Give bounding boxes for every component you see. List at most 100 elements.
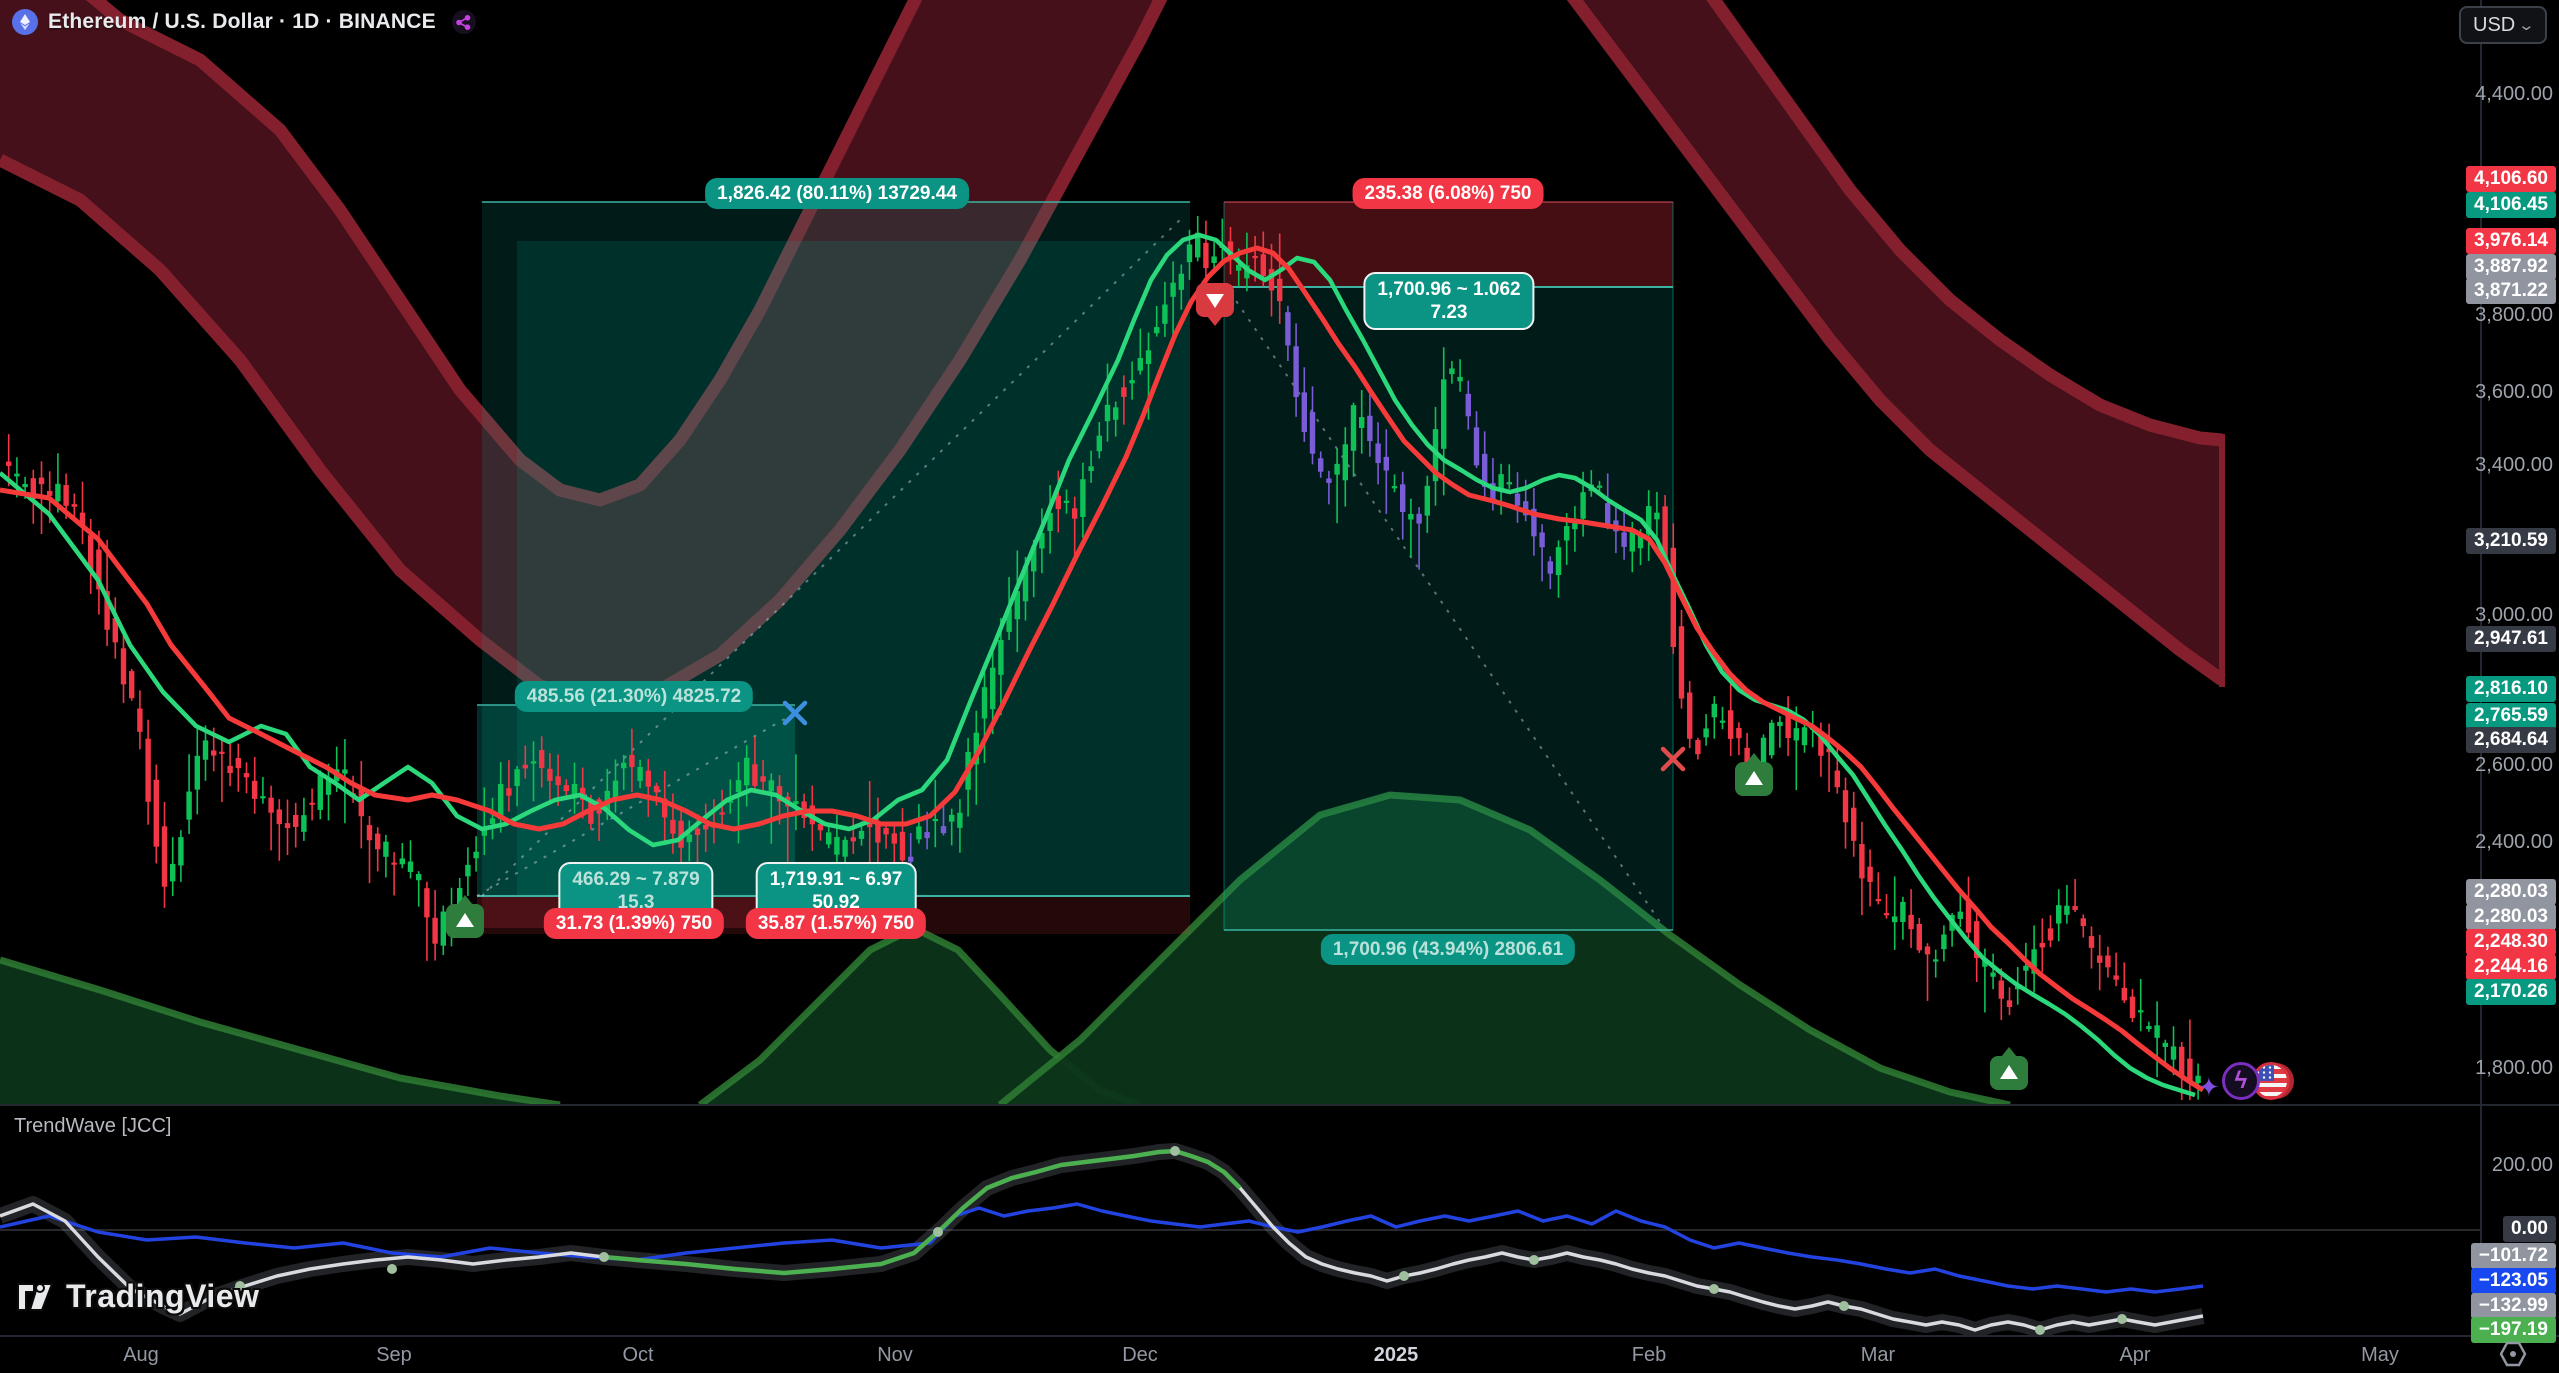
buy-pin-2[interactable] — [1735, 753, 1773, 796]
position-badge-long-target-small[interactable]: 485.56 (21.30%) 4825.72 — [514, 681, 754, 712]
tw-dot — [933, 1227, 943, 1237]
ma-red-line — [0, 245, 2205, 1093]
time-axis-label: Feb — [1631, 1344, 1667, 1366]
price-scale-badge: −101.72 — [2470, 1243, 2556, 1269]
tw-dot — [2035, 1325, 2045, 1335]
position-badge-short-target[interactable]: 1,700.96 (43.94%) 2806.61 — [1320, 934, 1576, 965]
tw-dot — [387, 1264, 397, 1274]
green-cloud — [0, 960, 560, 1105]
price-scale-badge: 2,280.03 — [2466, 904, 2556, 930]
price-scale-badge: −123.05 — [2470, 1268, 2556, 1294]
tradingview-logo[interactable]: TradingView — [16, 1278, 259, 1315]
red-cloud-edge — [1706, 0, 2223, 447]
tradingview-wordmark: TradingView — [66, 1278, 260, 1314]
time-axis-label: Dec — [1122, 1344, 1158, 1366]
indicator-title[interactable]: TrendWave [JCC] — [14, 1115, 172, 1137]
close-x-red[interactable] — [1660, 746, 1686, 772]
risk-reward-diagonal — [481, 214, 1186, 897]
symbol-title: Ethereum / U.S. Dollar · 1D · BINANCE — [48, 10, 436, 33]
price-scale-badge: 3,976.14 — [2466, 228, 2556, 254]
price-scale-badge: 0.00 — [2503, 1216, 2556, 1242]
time-axis-label: Oct — [622, 1344, 654, 1366]
price-scale-badge: 2,280.03 — [2466, 879, 2556, 905]
price-scale-badge: −197.19 — [2470, 1317, 2556, 1343]
tw-dot — [1170, 1146, 1180, 1156]
red-cloud — [0, 0, 1160, 700]
hexagon-settings-icon[interactable] — [2498, 1340, 2528, 1373]
profit-zone — [517, 241, 1190, 896]
tw-dot — [235, 1281, 245, 1291]
sparkle-icon: ✦ — [2198, 1072, 2220, 1102]
green-cloud — [700, 928, 1140, 1105]
time-axis-label: Nov — [877, 1344, 913, 1366]
close-x-blue[interactable] — [782, 700, 808, 726]
share-nodes-icon[interactable] — [451, 10, 476, 34]
price-scale-label: 3,800.00 — [2475, 304, 2553, 326]
position-badge-short-entry[interactable]: 1,700.96 ~ 1.062 7.23 — [1363, 272, 1535, 330]
price-scale-label: 1,800.00 — [2475, 1057, 2553, 1079]
tw-green-segment — [603, 1148, 1242, 1276]
red-cloud-edge — [85, 0, 923, 507]
tw-shadow-band — [0, 1143, 2205, 1336]
red-cloud-edge — [1566, 0, 2226, 686]
markers-layer — [446, 283, 2028, 1090]
time-axis-label: 2025 — [1373, 1344, 1419, 1366]
time-axis-label: Apr — [2119, 1344, 2151, 1366]
tw-dot — [2117, 1314, 2127, 1324]
tw-blue-line — [0, 1202, 2204, 1294]
price-scale-label: 2,600.00 — [2475, 754, 2553, 776]
price-scale-label: 4,400.00 — [2475, 83, 2553, 105]
green-cloud-edge — [0, 956, 561, 1105]
main-pane — [0, 0, 2226, 1105]
price-scale-badge: 3,210.59 — [2466, 528, 2556, 554]
price-scale-badge: 3,887.92 — [2466, 254, 2556, 280]
tw-dot — [1839, 1301, 1849, 1311]
position-badge-long-stop-big[interactable]: 35.87 (1.57%) 750 — [745, 908, 927, 939]
price-scale-badge: 4,106.60 — [2466, 166, 2556, 192]
tw-dot — [1529, 1255, 1539, 1265]
price-scale-badge: 3,871.22 — [2466, 278, 2556, 304]
time-axis-label: Sep — [376, 1344, 412, 1366]
currency-selector[interactable]: USD ⌄ — [2459, 6, 2547, 44]
trendwave-pane — [0, 1143, 2481, 1336]
price-scale-badge: −132.99 — [2470, 1293, 2556, 1319]
time-axis-label: Aug — [123, 1344, 159, 1366]
price-scale-label: 3,000.00 — [2475, 604, 2553, 626]
price-scale-label: 200.00 — [2491, 1154, 2553, 1176]
price-scale-badge: 2,170.26 — [2466, 979, 2556, 1005]
buy-pin-1[interactable] — [446, 895, 484, 938]
currency-value: USD — [2473, 13, 2516, 36]
position-badge-long-stop-small[interactable]: 31.73 (1.39%) 750 — [543, 908, 725, 939]
symbol-header[interactable]: Ethereum / U.S. Dollar · 1D · BINANCE — [12, 9, 476, 35]
lightning-coin-icon: ϟ — [2221, 1061, 2260, 1100]
price-scale-badge: 2,816.10 — [2466, 676, 2556, 702]
price-scale-badge: 2,684.64 — [2466, 727, 2556, 753]
ma-green-line — [0, 232, 2196, 1098]
time-axis-label: Mar — [1860, 1344, 1896, 1366]
position-badge-long-target-big[interactable]: 1,826.42 (80.11%) 13729.44 — [705, 178, 969, 209]
price-scale-badge: 2,947.61 — [2466, 626, 2556, 652]
ethereum-icon — [12, 9, 38, 35]
price-scale-badge: 2,248.30 — [2466, 929, 2556, 955]
red-cloud — [1575, 0, 2222, 680]
tw-dot — [599, 1252, 609, 1262]
tw-dot — [1709, 1284, 1719, 1294]
buy-pin-3[interactable] — [1990, 1047, 2028, 1090]
price-scale-label: 3,400.00 — [2475, 454, 2553, 476]
price-scale-badge: 4,106.45 — [2466, 192, 2556, 218]
tradingview-mark-icon — [17, 1282, 54, 1311]
green-cloud-edge — [997, 791, 2011, 1105]
price-scale-label: 3,600.00 — [2475, 381, 2553, 403]
position-badge-short-stop[interactable]: 235.38 (6.08%) 750 — [1352, 178, 1544, 209]
tw-dot — [1399, 1271, 1409, 1281]
sell-pin[interactable] — [1196, 283, 1234, 326]
price-scale-badge: 2,244.16 — [2466, 954, 2556, 980]
tw-white-line — [0, 1149, 2204, 1332]
pair-logos: ✦ ϟ — [2198, 1058, 2290, 1103]
time-axis-label: May — [2361, 1344, 2399, 1366]
price-scale-badge: 2,765.59 — [2466, 703, 2556, 729]
chevron-down-icon: ⌄ — [2517, 17, 2536, 34]
red-cloud-edge — [0, 0, 1168, 707]
